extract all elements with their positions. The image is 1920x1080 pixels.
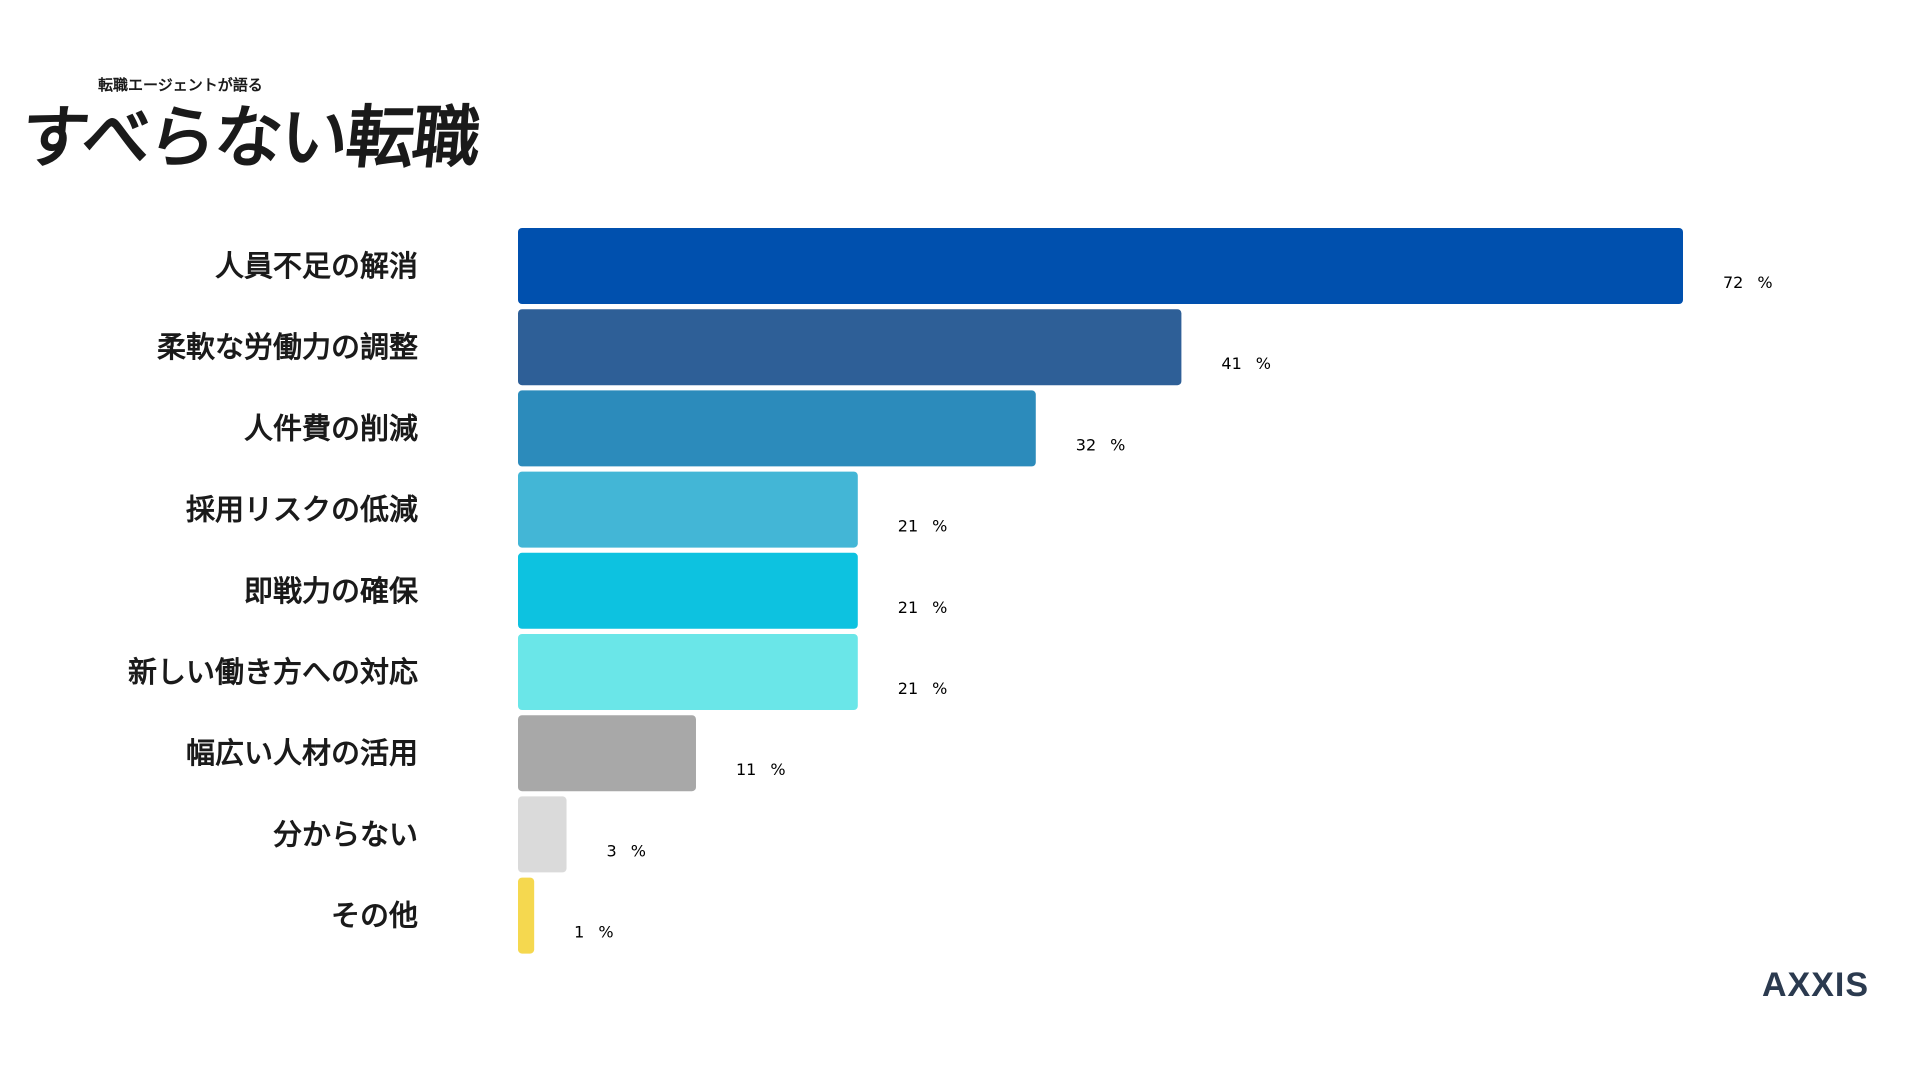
category-label-9: その他	[331, 899, 418, 933]
value-number-7: 11	[736, 760, 756, 779]
value-unit-3: %	[1110, 435, 1125, 454]
value-number-9: 1	[574, 923, 584, 942]
category-label-6: 新しい働き方への対応	[128, 655, 418, 689]
value-label-7: 11%	[736, 760, 786, 779]
bar-7	[518, 715, 696, 792]
value-unit-2: %	[1256, 354, 1271, 373]
logo-tagline: 転職エージェントが語る	[98, 76, 263, 94]
bar-8	[518, 796, 567, 873]
value-label-5: 21%	[898, 598, 948, 617]
category-label-3: 人件費の削減	[244, 411, 418, 445]
category-label-5: 即戦力の確保	[244, 574, 419, 608]
value-unit-5: %	[932, 598, 947, 617]
value-number-4: 21	[898, 517, 918, 536]
value-number-1: 72	[1723, 273, 1743, 292]
value-label-9: 1%	[574, 923, 613, 942]
value-label-1: 72%	[1723, 273, 1773, 292]
value-number-5: 21	[898, 598, 918, 617]
value-label-8: 3%	[607, 841, 646, 860]
category-label-2: 柔軟な労働力の調整	[157, 330, 418, 364]
bar-1	[518, 228, 1683, 304]
category-label-8: 分からない	[273, 817, 418, 851]
value-unit-8: %	[631, 841, 646, 860]
bar-4	[518, 471, 858, 548]
value-label-3: 32%	[1076, 435, 1126, 454]
value-number-3: 32	[1076, 435, 1096, 454]
value-number-6: 21	[898, 679, 918, 698]
category-label-7: 幅広い人材の活用	[186, 736, 418, 770]
value-label-4: 21%	[898, 517, 948, 536]
value-unit-1: %	[1757, 273, 1772, 292]
value-unit-6: %	[932, 679, 947, 698]
category-label-4: 採用リスクの低減	[186, 493, 418, 527]
value-number-2: 41	[1221, 354, 1241, 373]
value-unit-9: %	[598, 923, 613, 942]
category-label-1: 人員不足の解消	[215, 249, 418, 283]
site-logo: 転職エージェントが語る すべらない転職	[17, 62, 483, 178]
bar-9	[518, 877, 535, 954]
value-label-6: 21%	[898, 679, 948, 698]
bar-5	[518, 552, 858, 629]
brand-logo: AXXIS	[1762, 966, 1870, 1004]
bar-2	[518, 309, 1182, 386]
value-number-8: 3	[607, 841, 617, 860]
value-label-2: 41%	[1221, 354, 1271, 373]
bar-3	[518, 390, 1036, 467]
value-unit-4: %	[932, 517, 947, 536]
bar-6	[518, 634, 858, 710]
value-unit-7: %	[770, 760, 785, 779]
